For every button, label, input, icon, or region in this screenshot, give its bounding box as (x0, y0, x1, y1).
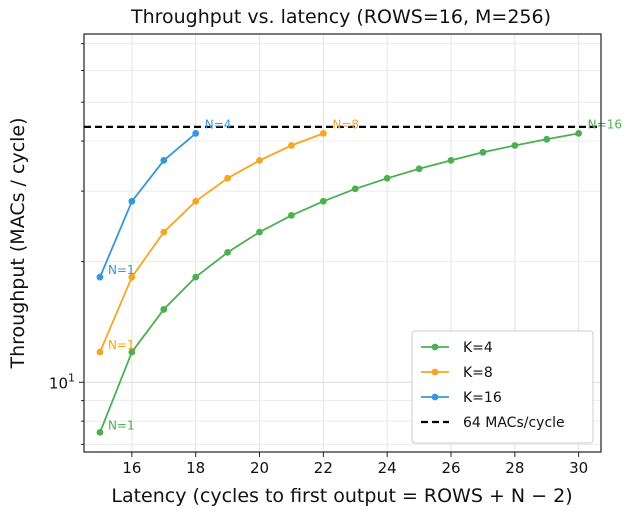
legend-marker (431, 368, 439, 376)
data-point (224, 248, 232, 256)
y-axis-label: Throughput (MACs / cycle) (7, 117, 29, 369)
y-tick-label: 101 (49, 371, 75, 392)
data-point (96, 428, 104, 436)
series-line-k4 (99, 132, 579, 433)
x-tick-label: 28 (505, 459, 524, 477)
chart-title: Throughput vs. latency (ROWS=16, M=256) (130, 6, 551, 28)
data-point (543, 135, 551, 143)
x-axis-label: Latency (cycles to first output = ROWS +… (111, 485, 572, 507)
end-annotation: N=8 (332, 117, 359, 131)
data-point (351, 185, 359, 193)
data-point (160, 156, 168, 164)
x-tick-label: 26 (441, 459, 460, 477)
legend-label: K=4 (463, 340, 493, 356)
legend-label: K=8 (463, 365, 493, 381)
data-point (256, 156, 263, 164)
data-point (479, 148, 487, 156)
x-tick-label: 24 (378, 459, 397, 477)
data-point (96, 348, 104, 356)
legend-box (411, 330, 594, 444)
data-point (128, 197, 136, 205)
data-point (96, 273, 104, 281)
x-tick-label: 20 (250, 459, 269, 477)
start-annotation: N=1 (108, 338, 135, 352)
end-annotation: N=4 (205, 117, 232, 131)
data-point (192, 273, 200, 281)
data-point (415, 165, 423, 173)
grid (84, 34, 601, 452)
x-tick-label: 22 (314, 459, 333, 477)
data-point (160, 228, 168, 236)
data-point (128, 273, 136, 281)
data-point (256, 228, 263, 236)
legend-marker (431, 393, 439, 401)
legend-label: K=16 (463, 390, 502, 406)
data-point (383, 174, 391, 182)
series-line-k8 (99, 132, 324, 353)
legend-label: 64 MACs/cycle (463, 415, 565, 431)
data-point (192, 129, 200, 137)
end-annotation: N=16 (588, 117, 622, 131)
data-point (160, 306, 168, 313)
x-tick-label: 16 (122, 459, 141, 477)
legend-marker (431, 343, 439, 351)
tick-layer: 16 18 20 22 24 26 28 30 101 (49, 43, 588, 477)
x-tick-label: 30 (569, 459, 588, 477)
start-annotation: N=1 (108, 418, 135, 432)
series-line-k16 (99, 132, 197, 278)
x-tick-label: 18 (186, 459, 205, 477)
data-point (447, 156, 455, 164)
data-point (511, 142, 519, 149)
data-point (319, 129, 327, 137)
series-layer (96, 129, 583, 436)
legend: K=4 K=8 K=16 64 MACs/cycle (411, 330, 594, 444)
data-point (128, 348, 136, 356)
data-point (224, 174, 232, 182)
plot-frame (83, 33, 602, 453)
data-point (288, 142, 295, 149)
data-point (319, 197, 327, 205)
data-point (575, 129, 583, 137)
data-point (192, 197, 200, 205)
data-point (288, 211, 295, 219)
start-annotation: N=1 (108, 263, 135, 277)
annotation-layer: N=1 N=16 N=1 N=8 N=1 N=4 (108, 117, 622, 432)
